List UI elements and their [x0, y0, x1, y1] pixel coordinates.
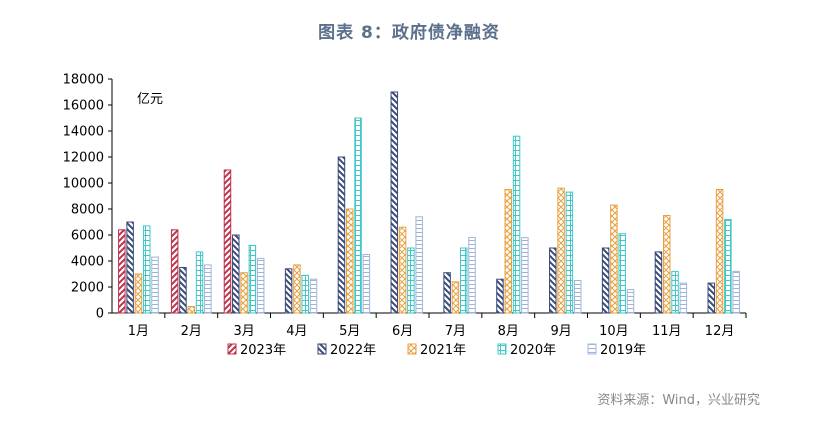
legend-label: 2021年	[420, 343, 466, 358]
bar-2022年-11月	[654, 251, 663, 314]
x-tick-label: 2月	[181, 324, 202, 339]
bar-2020年-9月	[565, 191, 574, 314]
bar-2020年-10月	[618, 233, 626, 314]
bar-2019年-4月	[309, 278, 318, 314]
x-tick-label: 3月	[233, 324, 254, 339]
bar-2020年-8月	[512, 135, 521, 314]
bar-2021年-5月	[346, 208, 354, 314]
bar-2022年-8月	[496, 278, 504, 314]
bar-2020年-5月	[354, 117, 362, 314]
y-tick-label: 14000	[63, 125, 104, 140]
bar-2022年-6月	[390, 91, 399, 314]
x-tick-label: 1月	[128, 324, 149, 339]
bar-2019年-1月	[151, 256, 159, 314]
y-tick-label: 16000	[63, 99, 104, 114]
bar-2019年-10月	[626, 289, 635, 314]
bar-2019年-11月	[679, 282, 688, 314]
bar-2021年-11月	[663, 215, 671, 314]
x-tick-label: 7月	[445, 324, 466, 339]
bar-2019年-2月	[204, 264, 212, 314]
bar-2021年-2月	[187, 306, 195, 314]
bar-2021年-9月	[557, 187, 565, 314]
y-tick-label: 12000	[63, 151, 104, 166]
legend-swatch	[317, 343, 327, 355]
bar-2023年-2月	[170, 229, 179, 314]
bar-2022年-1月	[126, 221, 134, 314]
source-note: 资料来源：Wind，兴业研究	[597, 393, 760, 408]
unit-label: 亿元	[137, 92, 163, 107]
y-tick-label: 0	[96, 307, 104, 322]
bar-2022年-12月	[707, 282, 716, 314]
y-tick-label: 8000	[71, 203, 104, 218]
legend-swatch	[407, 343, 417, 355]
bar-2019年-9月	[573, 280, 582, 314]
bar-2023年-1月	[118, 229, 126, 314]
y-tick-label: 6000	[71, 229, 104, 244]
bar-2019年-12月	[732, 270, 740, 314]
bar-2021年-10月	[610, 204, 618, 314]
y-tick-label: 10000	[63, 177, 104, 192]
bar-2021年-6月	[398, 226, 407, 314]
bar-2021年-12月	[715, 189, 724, 314]
bar-2021年-1月	[134, 273, 143, 314]
legend-swatch	[227, 343, 237, 355]
bar-2022年-3月	[232, 234, 240, 314]
chart-title: 图表 8：政府债净融资	[318, 23, 500, 43]
bar-2022年-2月	[179, 267, 187, 314]
x-tick-label: 12月	[705, 324, 735, 339]
bar-2020年-6月	[407, 247, 415, 314]
bar-2021年-8月	[504, 189, 512, 314]
bar-2021年-4月	[293, 264, 301, 314]
bar-2020年-12月	[724, 218, 732, 314]
legend-label: 2022年	[330, 343, 376, 358]
bar-2019年-5月	[362, 254, 371, 314]
bar-2020年-3月	[248, 244, 257, 314]
x-tick-label: 11月	[652, 324, 682, 339]
y-tick-label: 2000	[71, 281, 104, 296]
bar-2022年-4月	[284, 268, 293, 314]
bar-2021年-7月	[451, 281, 460, 314]
x-tick-label: 10月	[599, 324, 629, 339]
bar-2021年-3月	[240, 272, 248, 314]
bar-2019年-3月	[256, 257, 265, 314]
bar-2020年-2月	[195, 251, 204, 314]
bar-2022年-5月	[337, 156, 346, 314]
bar-2019年-6月	[415, 216, 423, 314]
y-tick-label: 4000	[71, 255, 104, 270]
legend-swatch	[587, 343, 597, 355]
x-tick-label: 4月	[286, 324, 307, 339]
legend-label: 2023年	[240, 343, 286, 358]
legend-label: 2019年	[600, 343, 646, 358]
y-tick-label: 18000	[63, 73, 104, 88]
x-tick-label: 6月	[392, 324, 413, 339]
bar-2022年-9月	[549, 247, 557, 314]
x-tick-label: 8月	[498, 324, 519, 339]
bar-2020年-1月	[142, 225, 151, 314]
bar-2020年-7月	[459, 247, 468, 314]
x-tick-label: 5月	[339, 324, 360, 339]
bar-2022年-7月	[443, 272, 451, 314]
bar-2020年-11月	[671, 270, 679, 314]
bar-2022年-10月	[601, 247, 610, 314]
legend-swatch	[497, 343, 507, 355]
bar-2020年-4月	[301, 274, 309, 314]
bar-2019年-8月	[521, 237, 529, 314]
legend-label: 2020年	[510, 343, 556, 358]
x-tick-label: 9月	[550, 324, 571, 339]
bar-2023年-3月	[223, 169, 232, 314]
bar-2019年-7月	[468, 237, 476, 314]
